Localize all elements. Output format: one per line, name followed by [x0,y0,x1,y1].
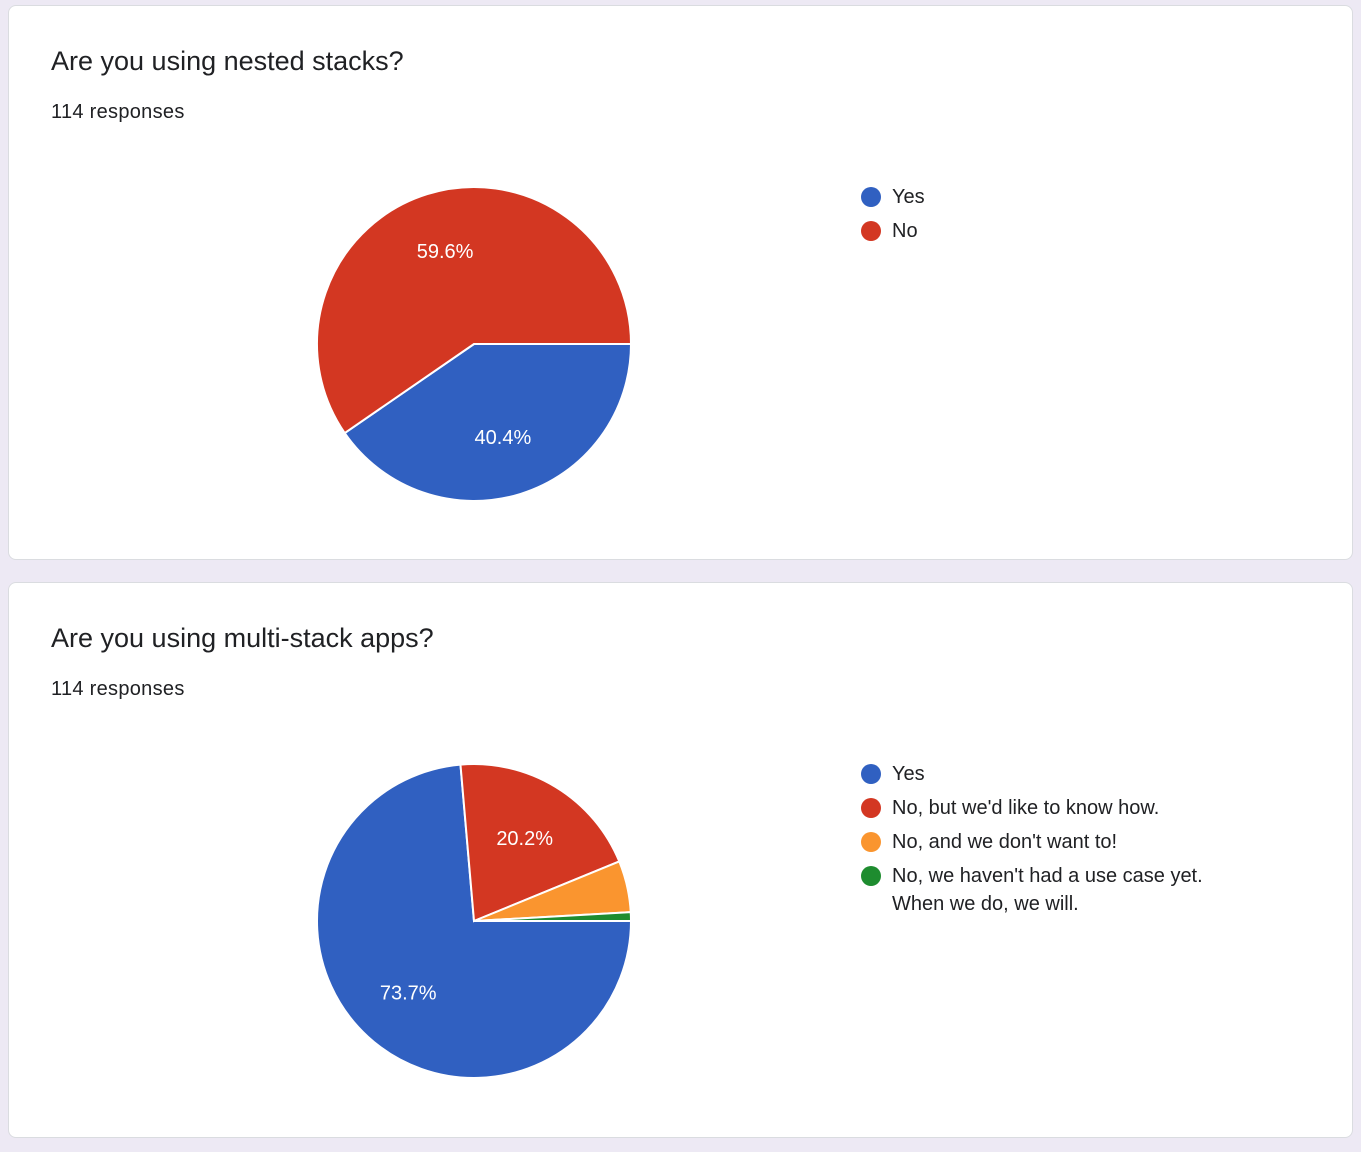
pie-slice-no[interactable] [316,186,633,435]
question-title: Are you using nested stacks? [51,46,404,76]
legend-label: No, we haven't had a use case yet. When … [892,865,1203,915]
pie-slice-no-but-we-d-like-to-know-how[interactable] [459,763,621,923]
chart-legend: Yes No [861,183,1232,251]
legend-label: No, and we don't want to! [892,831,1118,853]
legend-label: Yes [892,763,925,785]
chart-legend: Yes No, but we'd like to know how. No, and… [861,760,1232,924]
question-title: Are you using multi-stack apps? [51,623,434,653]
legend-item-no[interactable]: No [861,217,1232,245]
legend-swatch-icon [861,764,881,784]
question-card-multi-stack-apps: Are you using multi-stack apps? 114 resp… [8,582,1353,1138]
question-card-nested-stacks: Are you using nested stacks? 114 respons… [8,5,1353,560]
legend-item-no-but-we-d-like-to-know-how[interactable]: No, but we'd like to know how. [861,794,1232,822]
legend-swatch-icon [861,221,881,241]
legend-item-yes[interactable]: Yes [861,183,1232,211]
legend-swatch-icon [861,832,881,852]
legend-label: No, but we'd like to know how. [892,797,1160,819]
legend-label: Yes [892,186,925,208]
pie-chart: 73.7% 20.2% [316,763,633,1079]
legend-swatch-icon [861,866,881,886]
legend-swatch-icon [861,798,881,818]
legend-item-no-and-we-don-t-want-to[interactable]: No, and we don't want to! [861,828,1232,856]
legend-item-no-we-haven-t-had-a-use-case-yet-when-we-do-we-will[interactable]: No, we haven't had a use case yet. When … [861,862,1232,918]
legend-swatch-icon [861,187,881,207]
slice-value-label: 73.7% [380,983,437,1005]
pie-slice-no-we-haven-t-had-a-use-case-yet-when-we-do-we-will[interactable] [473,911,633,922]
pie-slice-yes[interactable] [343,343,633,502]
response-count: 114 responses [51,678,185,700]
slice-value-label: 20.2% [496,828,553,850]
pie-chart: 40.4% 59.6% [316,186,633,502]
slice-value-label: 40.4% [475,427,532,449]
response-count: 114 responses [51,101,185,123]
legend-label: No [892,220,918,242]
legend-item-yes[interactable]: Yes [861,760,1232,788]
slice-value-label: 59.6% [417,241,474,263]
